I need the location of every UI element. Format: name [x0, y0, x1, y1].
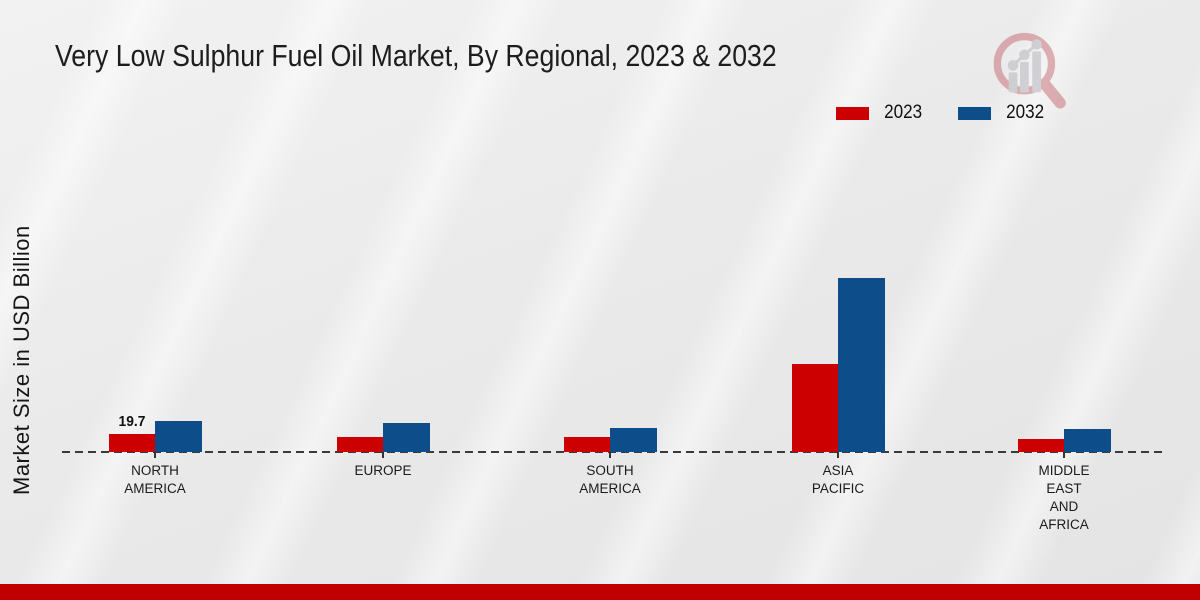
axis-tick-north-america [154, 452, 156, 458]
legend-item-2023: 2023 [836, 102, 924, 124]
legend-swatch-2032 [958, 106, 992, 120]
axis-tick-middle-east-and-africa [1063, 452, 1065, 458]
bar-2023-middle-east-and-africa [1018, 439, 1064, 452]
legend: 2023 2032 [836, 102, 1047, 124]
category-label-south-america: SOUTH AMERICA [579, 463, 641, 496]
bar-2032-asia-pacific [838, 278, 885, 452]
bar-2032-north-america [155, 421, 202, 452]
category-label-north-america: NORTH AMERICA [124, 463, 186, 496]
bar-2032-europe [383, 423, 430, 452]
legend-label-2023: 2023 [884, 102, 923, 123]
axis-tick-south-america [609, 452, 611, 458]
data-label-2023-north-america: 19.7 [118, 413, 146, 430]
chart-title: Very Low Sulphur Fuel Oil Market, By Reg… [55, 38, 777, 73]
bar-2032-middle-east-and-africa [1064, 429, 1111, 452]
legend-label-2032: 2032 [1006, 102, 1045, 123]
bar-2023-europe [337, 437, 383, 452]
footer-red-band [0, 584, 1200, 600]
bar-2023-north-america [109, 434, 155, 452]
bar-2023-south-america [564, 437, 610, 452]
bar-2032-south-america [610, 428, 657, 452]
magnifier-bar-chart-logo-icon [993, 32, 1066, 109]
legend-swatch-2023 [836, 106, 869, 120]
y-axis-label: Market Size in USD Billion [9, 225, 34, 495]
category-label-europe: EUROPE [354, 463, 412, 478]
axis-tick-asia-pacific [837, 452, 839, 458]
category-label-asia-pacific: ASIA PACIFIC [811, 463, 865, 496]
x-axis-baseline [62, 451, 1166, 453]
legend-item-2032: 2032 [958, 102, 1046, 124]
axis-tick-europe [382, 452, 384, 458]
category-label-middle-east-and-africa: MIDDLE EAST AND AFRICA [1038, 463, 1090, 532]
bar-2023-asia-pacific [792, 364, 838, 452]
